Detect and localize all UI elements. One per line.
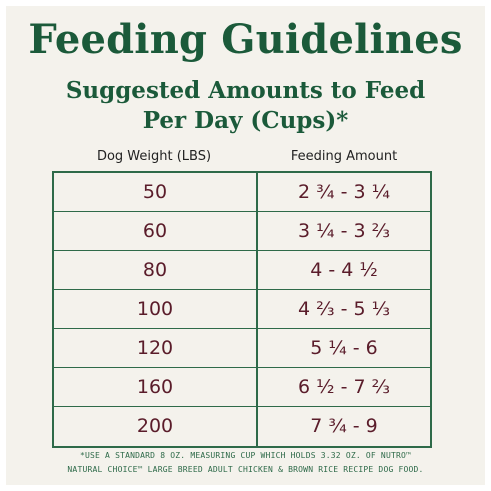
amount-cell: 7 ¾ - 9 xyxy=(310,415,378,437)
table-row: 100 4 ⅔ - 5 ⅓ xyxy=(54,290,430,329)
amount-cell: 4 - 4 ½ xyxy=(310,259,378,281)
column-header-amount: Feeding Amount xyxy=(290,149,398,164)
subtitle: Suggested Amounts to Feed Per Day (Cups)… xyxy=(6,76,485,136)
column-header-weight: Dog Weight (LBS) xyxy=(96,149,212,164)
table-row: 200 7 ¾ - 9 xyxy=(54,407,430,446)
table-row: 120 5 ¼ - 6 xyxy=(54,329,430,368)
weight-cell: 80 xyxy=(142,259,168,281)
subtitle-line-2: Per Day (Cups)* xyxy=(142,107,349,134)
table-row: 60 3 ¼ - 3 ⅔ xyxy=(54,212,430,251)
weight-cell: 50 xyxy=(142,181,168,203)
weight-cell: 60 xyxy=(142,220,168,242)
subtitle-line-1: Suggested Amounts to Feed xyxy=(65,77,426,104)
table-row: 160 6 ½ - 7 ⅔ xyxy=(54,368,430,407)
amount-cell: 3 ¼ - 3 ⅔ xyxy=(297,220,391,242)
weight-cell: 160 xyxy=(136,376,174,398)
page-title: Feeding Guidelines xyxy=(28,16,463,63)
footnote-line-1: *USE A STANDARD 8 OZ. MEASURING CUP WHIC… xyxy=(79,451,412,460)
amount-cell: 2 ¾ - 3 ¼ xyxy=(297,181,391,203)
table-row: 80 4 - 4 ½ xyxy=(54,251,430,290)
table-row: 50 2 ¾ - 3 ¼ xyxy=(54,173,430,212)
weight-cell: 100 xyxy=(136,298,174,320)
footnote: *USE A STANDARD 8 OZ. MEASURING CUP WHIC… xyxy=(6,449,485,477)
amount-cell: 6 ½ - 7 ⅔ xyxy=(297,376,391,398)
amount-cell: 5 ¼ - 6 xyxy=(310,337,378,359)
amount-cell: 4 ⅔ - 5 ⅓ xyxy=(297,298,391,320)
feeding-table: 50 2 ¾ - 3 ¼ 60 3 ¼ - 3 ⅔ 80 4 - 4 ½ 100… xyxy=(52,171,432,448)
feeding-guidelines-panel: Feeding Guidelines Suggested Amounts to … xyxy=(6,6,485,485)
column-divider xyxy=(256,173,258,446)
footnote-line-2: NATURAL CHOICE™ LARGE BREED ADULT CHICKE… xyxy=(67,465,424,474)
weight-cell: 120 xyxy=(136,337,174,359)
weight-cell: 200 xyxy=(136,415,174,437)
